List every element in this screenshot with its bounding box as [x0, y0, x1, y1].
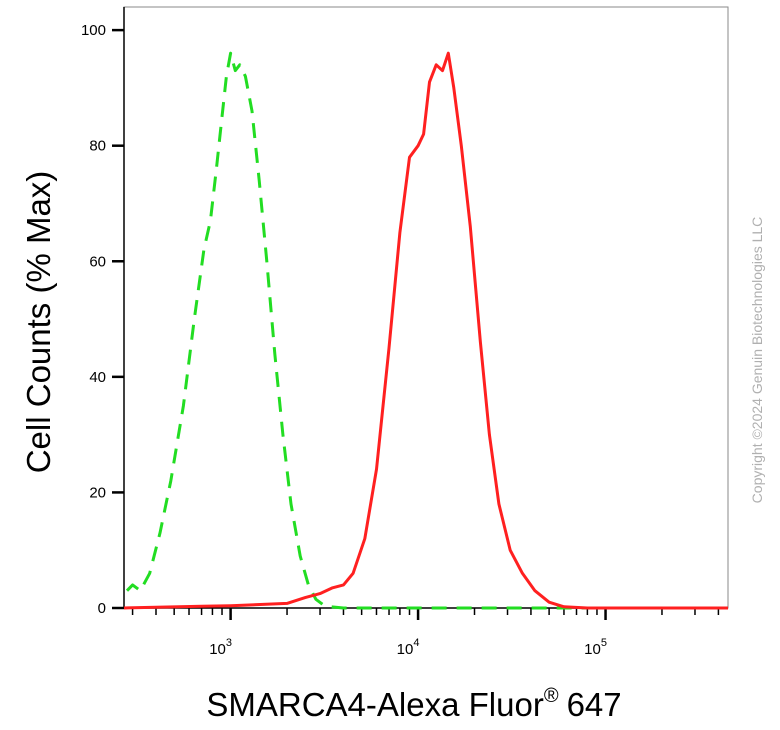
x-axis-title-registered-mark: ®	[544, 685, 559, 707]
x-axis-title: SMARCA4-Alexa Fluor® 647	[206, 685, 621, 723]
y-tick-label: 80	[89, 138, 106, 155]
x-axis-title-suffix: 647	[567, 686, 622, 723]
y-axis-title: Cell Counts (% Max)	[20, 171, 57, 474]
plot-frame	[123, 6, 729, 609]
y-tick-label: 40	[89, 369, 106, 386]
x-tick-label: 105	[584, 637, 607, 658]
y-tick-label: 0	[98, 600, 106, 617]
x-tick-label: 104	[397, 637, 420, 658]
x-tick-label: 103	[209, 637, 232, 658]
y-tick-label: 60	[89, 253, 106, 270]
series-1-line	[125, 51, 728, 610]
x-axis-title-main: SMARCA4-Alexa Fluor	[206, 686, 543, 723]
plot-area: 0 20 40 60 80 100 103 104 105	[81, 6, 729, 658]
y-tick-label: 100	[81, 22, 106, 39]
copyright-watermark: Copyright ©2024 Genuin Biotechnologies L…	[749, 217, 765, 504]
series-2-line	[123, 51, 728, 610]
y-tick-label: 20	[89, 484, 106, 501]
